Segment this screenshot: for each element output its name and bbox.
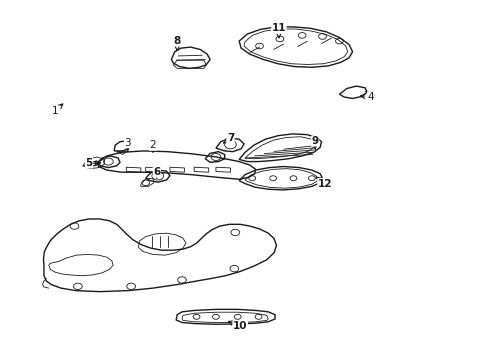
Text: 12: 12 [316, 177, 332, 189]
Text: 9: 9 [312, 136, 319, 149]
Text: 5: 5 [85, 158, 100, 168]
Text: 11: 11 [271, 23, 286, 38]
Text: 4: 4 [361, 92, 374, 102]
Text: 3: 3 [124, 138, 131, 151]
Text: 6: 6 [153, 167, 160, 178]
Text: 2: 2 [149, 140, 156, 152]
Text: 10: 10 [228, 321, 247, 331]
Text: 1: 1 [52, 104, 63, 116]
Text: 7: 7 [224, 133, 234, 143]
Text: 8: 8 [173, 36, 181, 50]
